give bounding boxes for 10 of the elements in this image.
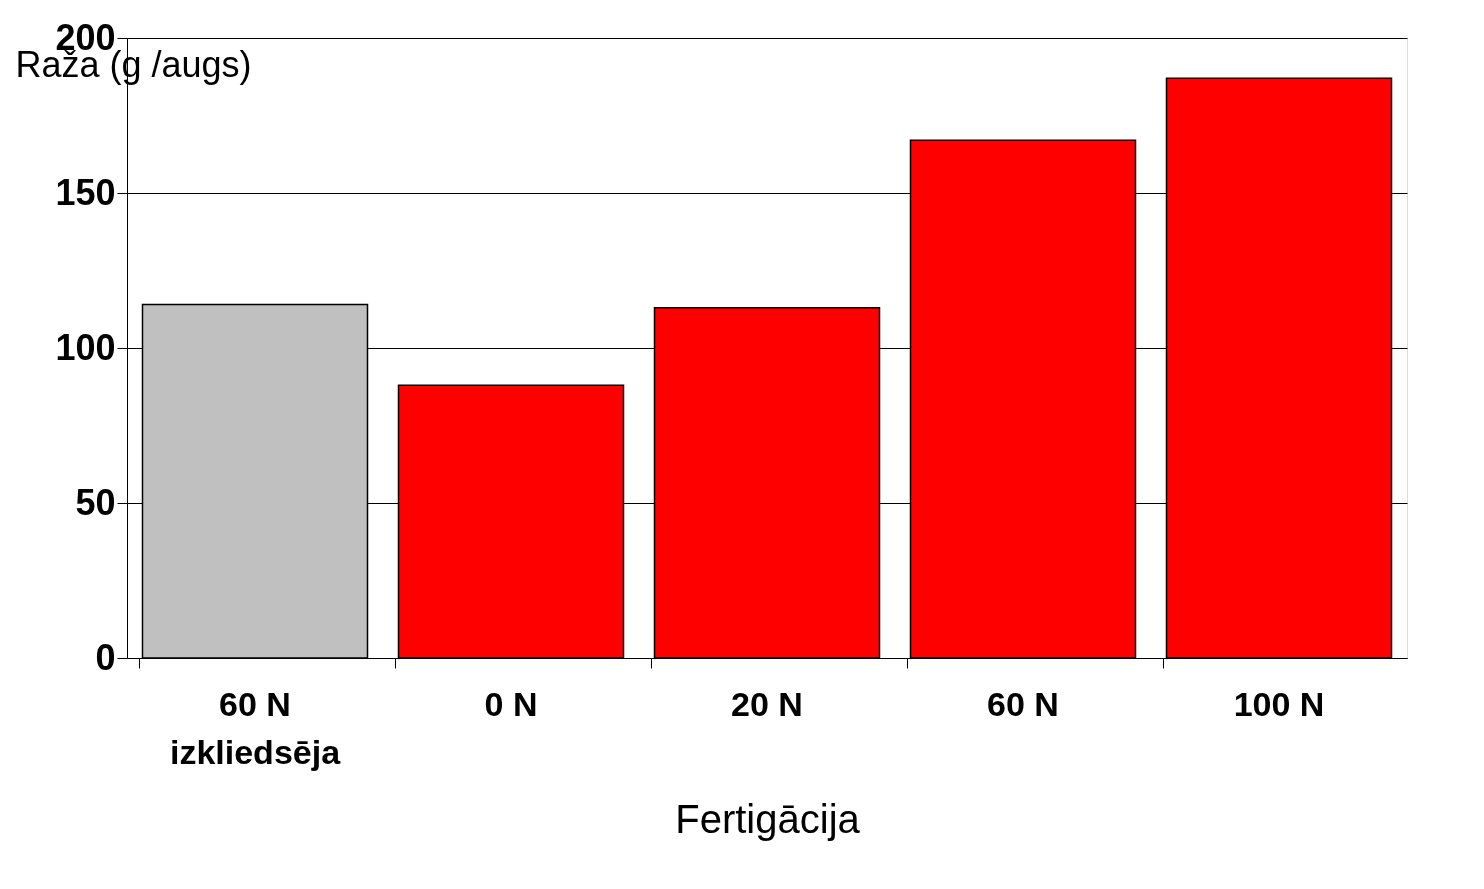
x-tick-label: 60 N [987, 684, 1059, 723]
x-tick-label: 100 N [1233, 684, 1325, 723]
x-tick-label: 0 N [484, 684, 538, 723]
x-axis-title: Fertigācija [675, 796, 861, 841]
y-tick-label: 150 [55, 171, 116, 213]
y-tick-label: 0 [95, 636, 116, 678]
x-tick-label: 20 N [731, 684, 803, 723]
y-tick-label: 100 [55, 326, 116, 368]
y-tick-label: 50 [75, 481, 116, 523]
x-tick-label: 60 N izkliedsēja [169, 684, 342, 771]
